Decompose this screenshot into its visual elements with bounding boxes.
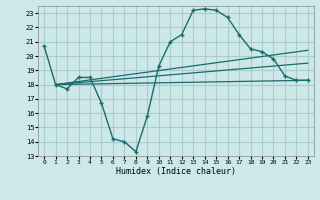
X-axis label: Humidex (Indice chaleur): Humidex (Indice chaleur) (116, 167, 236, 176)
